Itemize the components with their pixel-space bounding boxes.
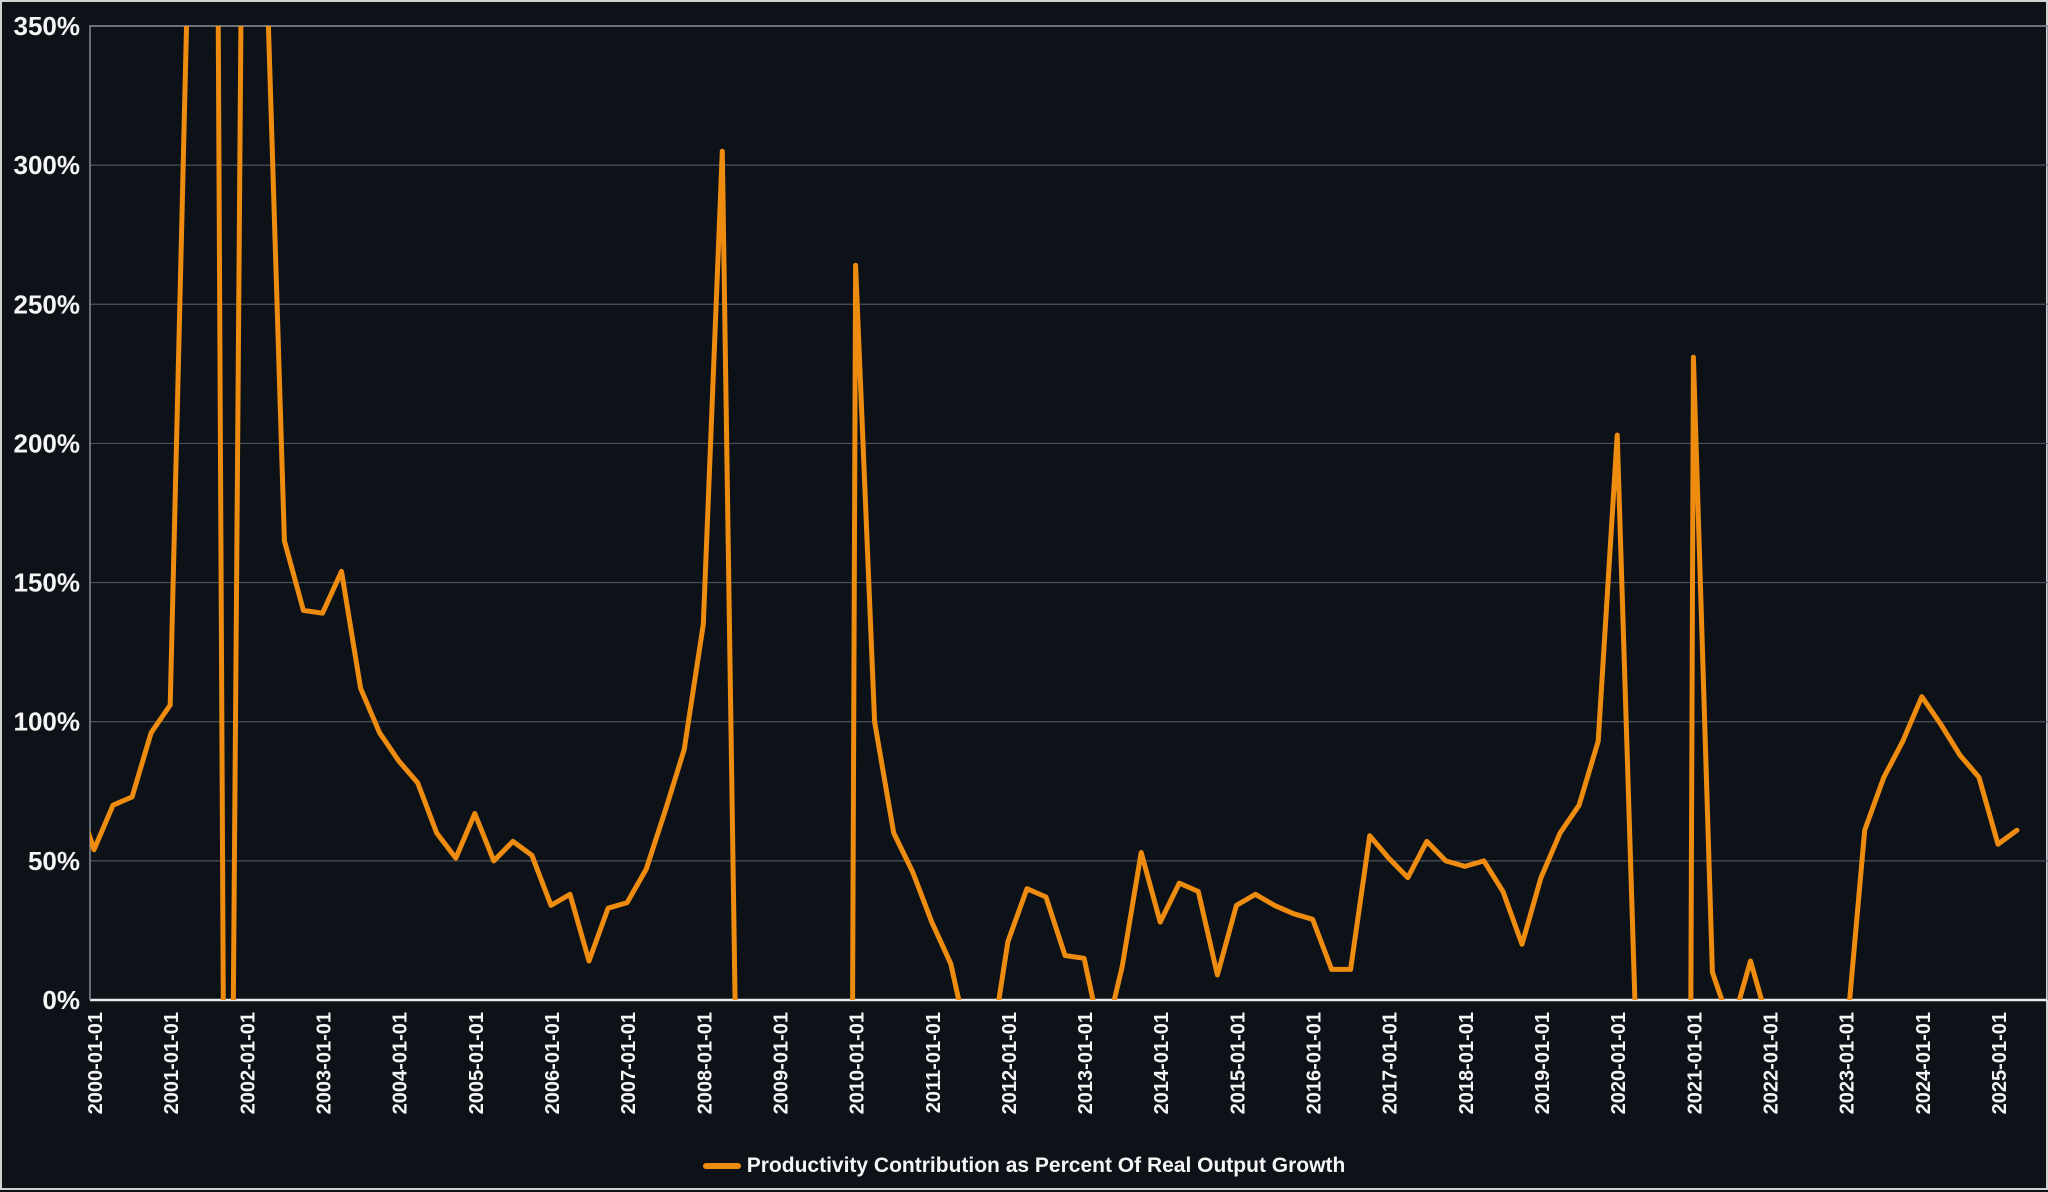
x-axis-label: 2010-01-01 [847, 1012, 869, 1114]
x-axis-label: 2025-01-01 [1989, 1012, 2011, 1114]
plot-border [89, 25, 2048, 1000]
x-axis-label: 2017-01-01 [1380, 1012, 1402, 1114]
x-axis-label: 2015-01-01 [1227, 1012, 1249, 1114]
y-axis-label: 100% [14, 707, 81, 737]
x-axis-label: 2014-01-01 [1151, 1012, 1173, 1114]
x-axis-label: 2013-01-01 [1075, 1012, 1097, 1114]
x-axis-label: 2004-01-01 [390, 1012, 412, 1114]
y-axis-label: 250% [14, 289, 81, 319]
x-axis-label: 2007-01-01 [618, 1012, 640, 1114]
y-axis-label: 50% [28, 846, 80, 876]
x-axis-label: 2019-01-01 [1532, 1012, 1554, 1114]
x-axis-label: 2023-01-01 [1837, 1012, 1859, 1114]
y-axis-label: 150% [14, 568, 81, 598]
x-axis-label: 2005-01-01 [466, 1012, 488, 1114]
legend-line-swatch [702, 1163, 741, 1169]
legend-label: Productivity Contribution as Percent Of … [746, 1154, 1346, 1177]
x-axis-label: 2012-01-01 [999, 1012, 1021, 1114]
x-axis-label: 2003-01-01 [313, 1012, 335, 1114]
y-axis-label: 0% [42, 985, 80, 1015]
legend: Productivity Contribution as Percent Of … [2, 1148, 2046, 1184]
x-axis-label: 2008-01-01 [694, 1012, 716, 1114]
x-axis-label: 2011-01-01 [923, 1012, 945, 1113]
x-axis-label: 2024-01-01 [1913, 1012, 1935, 1114]
y-axis-label: 300% [14, 150, 81, 180]
x-axis-label: 2006-01-01 [542, 1012, 564, 1114]
x-axis-label: 2002-01-01 [237, 1012, 259, 1114]
x-axis-label: 2001-01-01 [161, 1012, 183, 1114]
x-axis-label: 2018-01-01 [1456, 1012, 1478, 1114]
x-axis-label: 2009-01-01 [770, 1012, 792, 1114]
productivity-series-line [90, 26, 2020, 1000]
y-axis-label: 350% [14, 11, 81, 41]
y-axis-label: 200% [14, 428, 81, 458]
x-axis-label: 2022-01-01 [1761, 1012, 1783, 1114]
x-axis-label: 2020-01-01 [1608, 1012, 1630, 1114]
x-axis-label: 2016-01-01 [1304, 1012, 1326, 1114]
x-axis-label: 2000-01-01 [85, 1012, 107, 1114]
x-axis-label: 2021-01-01 [1684, 1012, 1706, 1114]
